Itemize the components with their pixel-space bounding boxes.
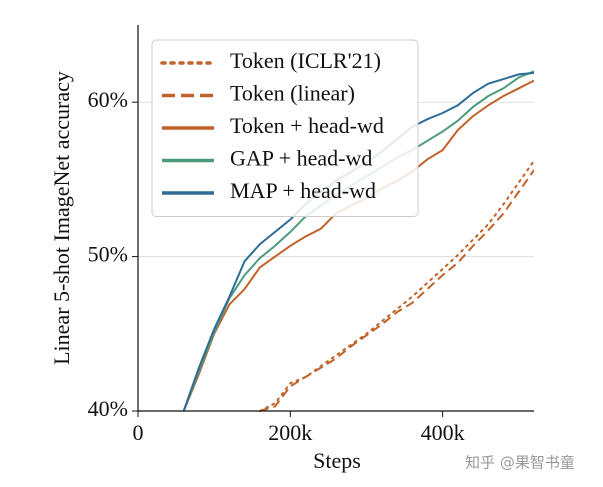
y-tick-label: 60% bbox=[88, 87, 128, 112]
legend-box bbox=[151, 39, 419, 217]
y-axis-label: Linear 5-shot ImageNet accuracy bbox=[49, 71, 74, 365]
x-axis-label: Steps bbox=[313, 448, 361, 473]
legend-label: Token + head-wd bbox=[230, 113, 384, 138]
y-tick-label: 50% bbox=[88, 242, 128, 267]
legend-label: MAP + head-wd bbox=[230, 178, 376, 203]
watermark: 知乎 @果智书童 bbox=[465, 454, 575, 472]
x-tick-label: 0 bbox=[133, 420, 144, 445]
legend-label: Token (ICLR'21) bbox=[230, 48, 381, 73]
legend-label: Token (linear) bbox=[230, 81, 355, 106]
y-tick-label: 40% bbox=[88, 396, 128, 421]
x-tick-label: 400k bbox=[421, 420, 465, 445]
x-tick-label: 200k bbox=[268, 420, 312, 445]
series-line bbox=[259, 169, 534, 412]
legend-label: GAP + head-wd bbox=[230, 146, 372, 171]
